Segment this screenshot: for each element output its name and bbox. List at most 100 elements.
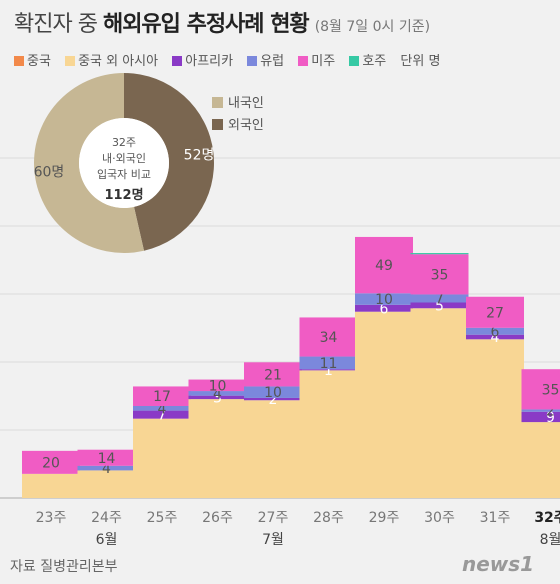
data-label: 3 (213, 390, 222, 406)
data-label: 9 (546, 410, 555, 426)
bar-segment (521, 409, 560, 412)
data-label: 14 (98, 451, 116, 467)
bar-segment (466, 334, 524, 340)
bar-segment (466, 296, 524, 328)
data-label: 10 (209, 378, 227, 394)
legend: 중국 중국 외 아시아 아프리카 유럽 미주 호주 단위 명 (14, 50, 450, 69)
month-label: 8월 (540, 532, 560, 548)
x-tick-label: 29주 (369, 510, 400, 526)
bar-segment (244, 362, 302, 387)
data-label: 6 (380, 301, 389, 317)
bar-segment (410, 308, 469, 498)
bar-segment (77, 470, 136, 498)
legend-swatch (298, 56, 309, 66)
bar-segment (22, 473, 80, 498)
bar-segment (244, 397, 302, 401)
x-tick-label: 23주 (36, 510, 67, 526)
bar-segment (355, 304, 413, 312)
bar-segment (355, 293, 413, 305)
month-label: 7월 (262, 532, 284, 548)
data-label: 5 (435, 298, 444, 314)
footer: 자료 질병관리본부 (10, 556, 118, 576)
bar-segment (244, 400, 302, 498)
bar-segment (299, 369, 358, 371)
data-label: 1 (324, 363, 333, 379)
pie-slice-label: 60명 (34, 164, 65, 180)
legend-label: 호주 (362, 54, 387, 69)
bar-segment (299, 317, 358, 357)
bar-segment (133, 418, 191, 498)
pie-legend-label: 외국인 (228, 118, 264, 133)
legend-label: 유럽 (260, 54, 285, 69)
data-label: 49 (375, 258, 393, 274)
bar-segment (133, 386, 191, 406)
data-label: 21 (264, 367, 282, 383)
pie-total-label: 112명 (104, 187, 143, 203)
x-tick-label: 31주 (480, 510, 511, 526)
bar-segment (299, 356, 358, 370)
bar-segment (299, 370, 358, 498)
bar-segment (521, 422, 560, 498)
pie-title-line: 32주 (112, 136, 136, 149)
bar-segment (22, 450, 80, 474)
legend-label: 중국 외 아시아 (78, 54, 159, 69)
bar-segment (466, 327, 524, 335)
legend-swatch (349, 56, 360, 66)
pie-slice (124, 73, 214, 251)
news1-logo: news1 (462, 552, 535, 576)
data-label: 7 (435, 291, 444, 307)
data-label: 20 (42, 455, 60, 471)
legend-label: 아프리카 (185, 54, 234, 69)
bar-segment (188, 379, 247, 392)
month-label: 6월 (96, 532, 118, 548)
pie-title-line: 입국자 비교 (97, 168, 151, 181)
data-label: 35 (431, 267, 449, 283)
x-tick-label: 24주 (91, 510, 122, 526)
pie-title-line: 내·외국인 (102, 152, 146, 165)
pie-slice-label: 52명 (184, 148, 215, 164)
data-label: 6 (491, 324, 500, 340)
title-bold: 해외유입 추정사례 현황 (102, 12, 310, 37)
x-tick-label: 26주 (202, 510, 233, 526)
bar-segment (133, 406, 191, 411)
data-label: 11 (320, 356, 338, 372)
pie-legend-label: 내국인 (228, 96, 264, 111)
data-label: 2 (546, 404, 555, 420)
bar-segment (410, 302, 469, 309)
pie-legend-swatch (212, 119, 223, 130)
bar-segment (410, 253, 469, 255)
data-label: 4 (491, 330, 500, 346)
bar-segment (188, 399, 247, 498)
data-label: 10 (375, 292, 393, 308)
pie-center (79, 118, 169, 208)
source-label: 자료 (10, 559, 36, 575)
bar-segment (410, 254, 469, 295)
data-label: 2 (269, 392, 278, 408)
bar-segment (133, 410, 191, 419)
x-tick-label: 30주 (424, 510, 455, 526)
legend-swatch (247, 56, 258, 66)
x-tick-label: 27주 (258, 510, 289, 526)
data-label: 35 (542, 382, 560, 398)
legend-swatch (14, 56, 24, 66)
data-label: 4 (102, 461, 111, 477)
data-label: 4 (213, 386, 222, 402)
chart-title: 확진자 중 해외유입 추정사례 현황 (8월 7일 0시 기준) (14, 6, 430, 38)
pie-legend-swatch (212, 97, 223, 108)
data-label: 34 (320, 330, 338, 346)
x-tick-label: 28주 (313, 510, 344, 526)
bar-segment (355, 311, 413, 498)
bar-segment (188, 395, 247, 400)
bar-segment (521, 411, 560, 423)
bar-segment (77, 449, 136, 466)
legend-unit: 단위 명 (400, 54, 441, 69)
bar-segment (188, 391, 247, 396)
legend-item-asia: 중국 외 아시아 (65, 50, 158, 69)
data-label: 17 (153, 389, 171, 405)
bar-segment (77, 465, 136, 471)
legend-item-americas: 미주 (298, 50, 335, 69)
legend-label: 중국 (27, 54, 51, 69)
data-label: 10 (264, 385, 282, 401)
data-label: 4 (158, 401, 167, 417)
